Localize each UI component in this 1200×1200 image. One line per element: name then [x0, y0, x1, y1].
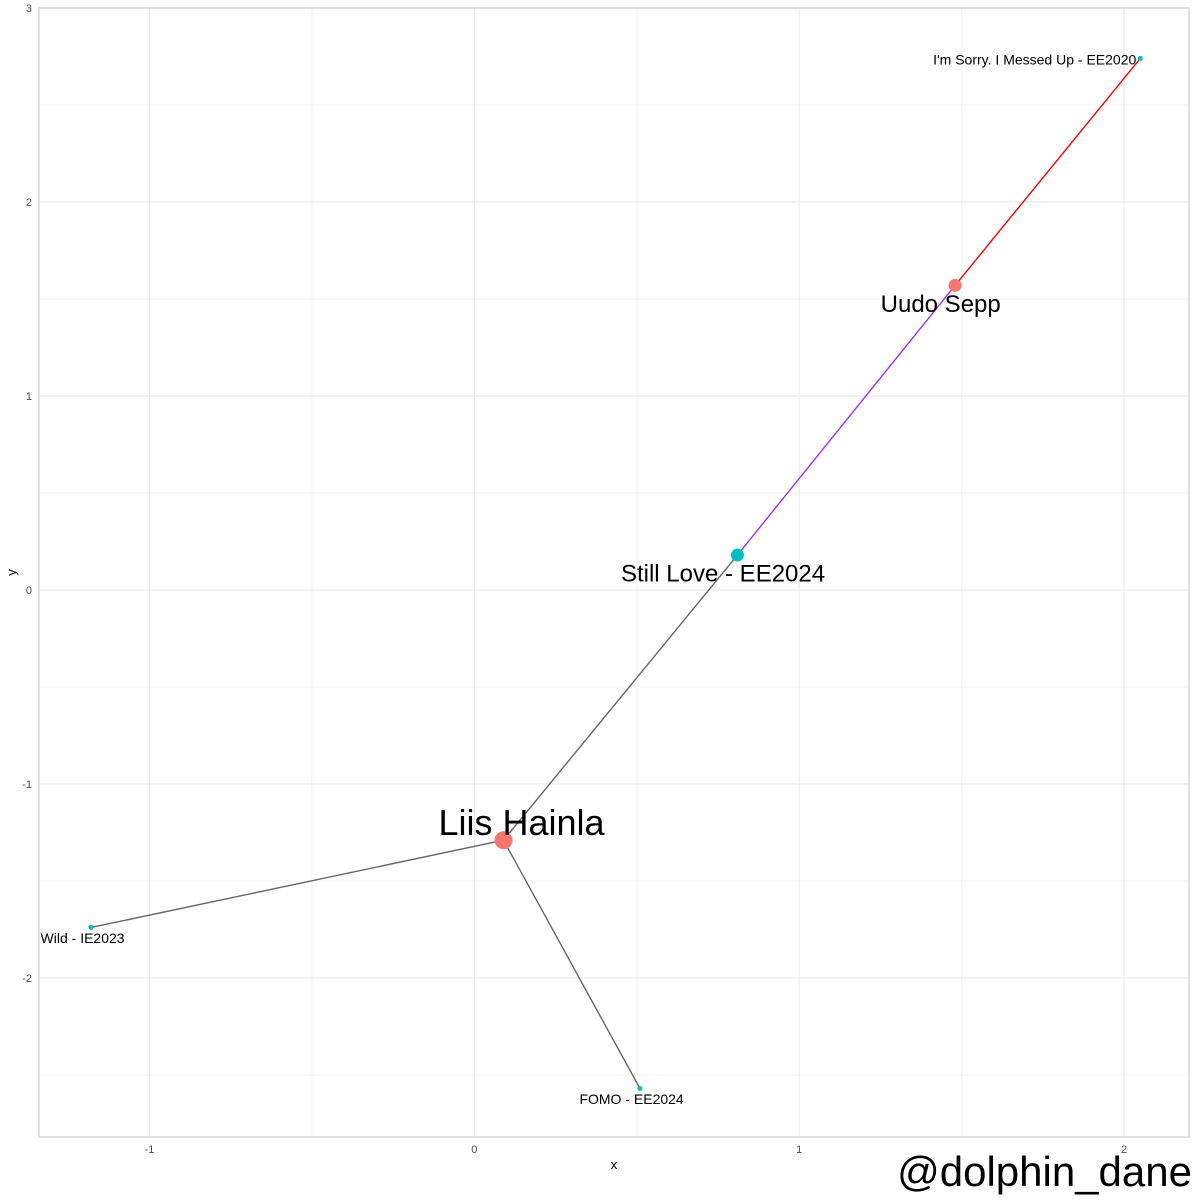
node-label-wild: Wild - IE2023 [41, 930, 125, 946]
x-tick-label: 2 [1121, 1144, 1127, 1156]
y-tick-label: 1 [26, 391, 32, 403]
node-point-uudo [948, 278, 962, 292]
panel-border [38, 7, 1190, 1138]
major-gridlines [39, 7, 1189, 1137]
x-axis-title: x [611, 1157, 618, 1172]
edge-still-uudo [736, 284, 956, 556]
watermark-handle: @dolphin_dane [897, 1148, 1192, 1195]
x-tick-label: 1 [796, 1144, 802, 1156]
y-axis-title: y [4, 569, 19, 576]
x-axis-tick-labels: -1 0 1 2 [145, 1144, 1128, 1156]
edge-liis-fomo [502, 839, 641, 1089]
node-point-fomo [637, 1086, 643, 1092]
edge-uudo-sorry [954, 57, 1141, 286]
node-point-sorry [1137, 55, 1143, 61]
node-point-wild [88, 924, 94, 930]
y-tick-label: 2 [26, 197, 32, 209]
node-label-still: Still Love - EE2024 [621, 560, 825, 587]
edge-liis-still [503, 554, 738, 841]
y-tick-label: -2 [22, 973, 32, 985]
node-label-fomo: FOMO - EE2024 [579, 1091, 683, 1107]
minor-gridlines [39, 8, 1189, 1137]
network-edges [90, 57, 1141, 1089]
node-point-still [730, 548, 744, 562]
y-tick-label: 0 [26, 585, 32, 597]
network-nodes [88, 55, 1143, 1092]
node-point-liis [494, 831, 513, 850]
x-tick-label: -1 [145, 1144, 155, 1156]
node-labels: Liis Hainla Uudo Sepp Still Love - EE2024 I… [41, 51, 1137, 1107]
edge-liis-wild [90, 839, 504, 929]
node-label-liis: Liis Hainla [439, 802, 606, 843]
node-label-sorry: I'm Sorry. I Messed Up - EE2020 [933, 51, 1136, 67]
x-tick-label: 0 [471, 1144, 477, 1156]
y-axis-tick-labels: -2 -1 0 1 2 3 [22, 3, 32, 985]
y-tick-label: -1 [22, 779, 32, 791]
y-tick-label: 3 [26, 3, 32, 15]
node-label-uudo: Uudo Sepp [881, 291, 1001, 318]
